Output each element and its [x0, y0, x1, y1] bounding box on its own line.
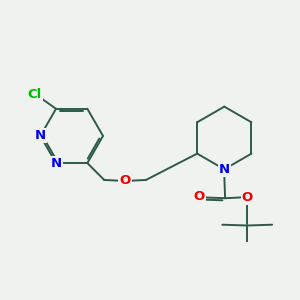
Text: O: O — [119, 174, 131, 187]
Text: N: N — [35, 129, 46, 142]
Text: O: O — [194, 190, 205, 203]
Text: Cl: Cl — [28, 88, 42, 101]
Text: N: N — [219, 163, 230, 176]
Text: O: O — [242, 191, 253, 204]
Text: N: N — [50, 157, 62, 169]
